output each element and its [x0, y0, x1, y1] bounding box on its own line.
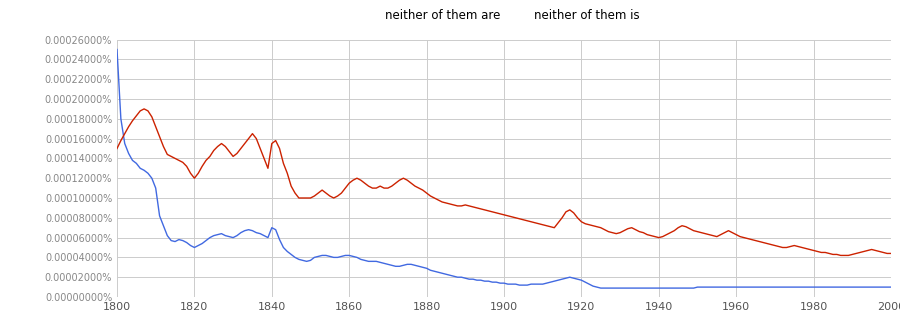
- neither of them are: [824, 285, 834, 289]
- neither of them is: [534, 222, 544, 226]
- neither of them is: [139, 107, 149, 111]
- neither of them is: [824, 251, 834, 255]
- neither of them is: [115, 139, 126, 143]
- Legend: neither of them are, neither of them is: neither of them are, neither of them is: [364, 4, 644, 27]
- neither of them are: [181, 241, 192, 245]
- neither of them are: [436, 271, 447, 275]
- neither of them is: [112, 147, 122, 150]
- neither of them are: [394, 264, 405, 268]
- neither of them is: [440, 201, 451, 205]
- neither of them is: [835, 253, 846, 257]
- neither of them are: [596, 286, 607, 290]
- neither of them are: [886, 285, 896, 289]
- neither of them is: [185, 171, 196, 175]
- neither of them is: [886, 251, 896, 255]
- Line: neither of them is: neither of them is: [117, 109, 891, 255]
- Line: neither of them are: neither of them are: [117, 50, 891, 288]
- neither of them are: [112, 48, 122, 51]
- neither of them are: [529, 282, 540, 286]
- neither of them are: [115, 117, 126, 121]
- neither of them is: [398, 176, 409, 180]
